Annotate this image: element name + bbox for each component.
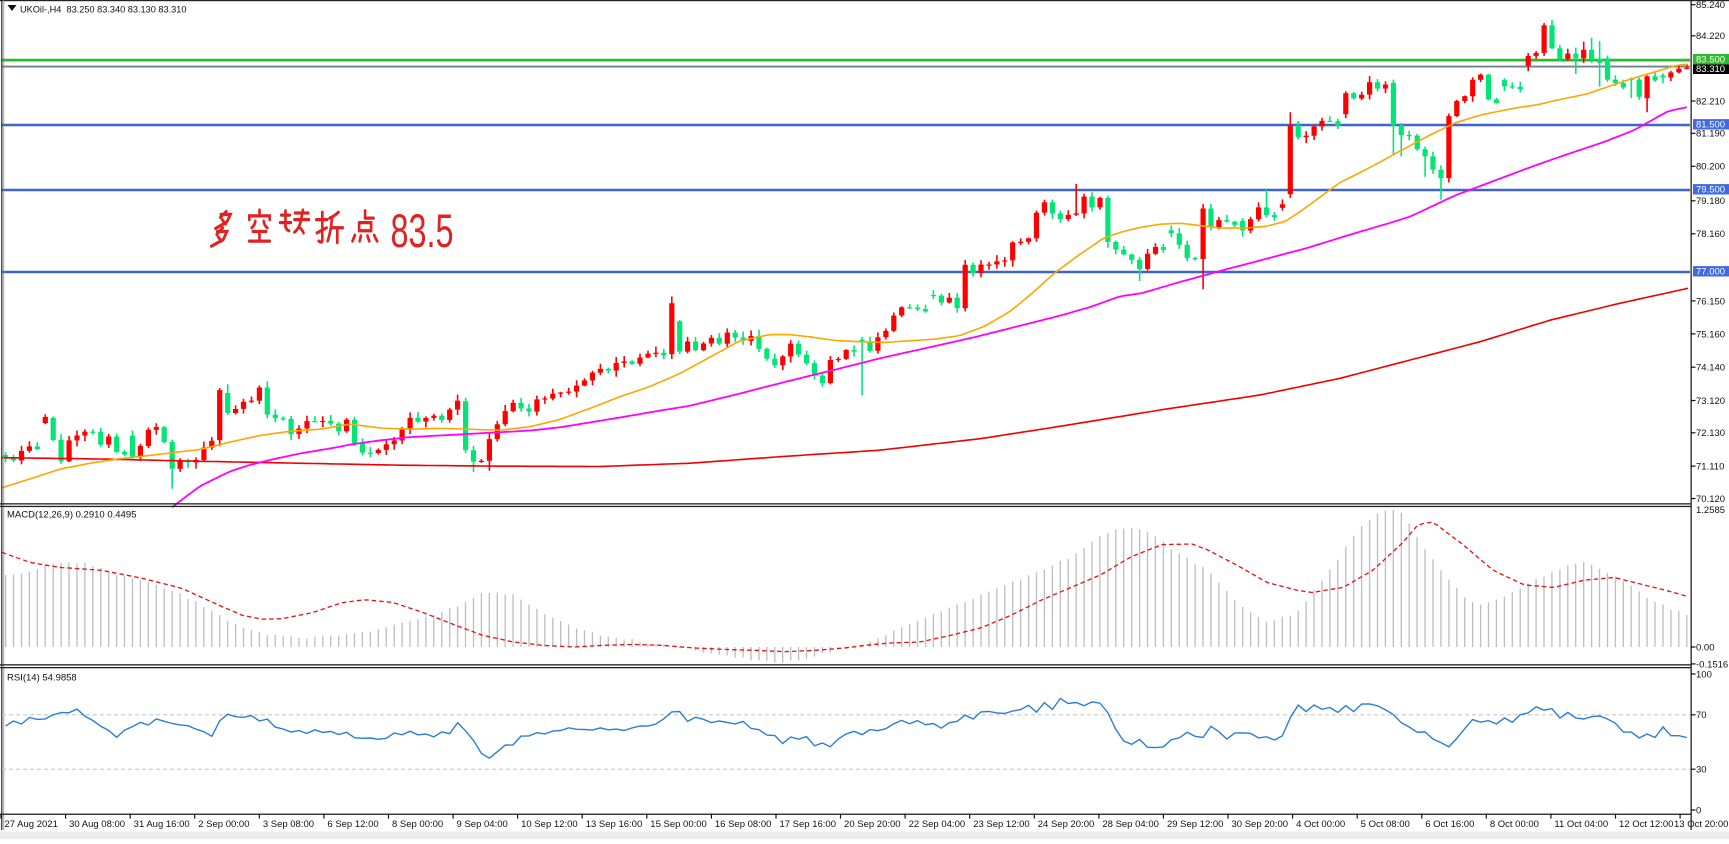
- svg-text:5 Oct 08:00: 5 Oct 08:00: [1361, 819, 1410, 830]
- svg-text:22 Sep 04:00: 22 Sep 04:00: [909, 819, 966, 830]
- svg-text:6 Sep 12:00: 6 Sep 12:00: [327, 819, 378, 830]
- svg-text:76.150: 76.150: [1696, 296, 1725, 307]
- svg-text:8 Oct 00:00: 8 Oct 00:00: [1490, 819, 1539, 830]
- svg-text:20 Sep 20:00: 20 Sep 20:00: [844, 819, 901, 830]
- svg-text:72.130: 72.130: [1696, 428, 1725, 439]
- svg-text:MACD(12,26,9) 0.2910 0.4495: MACD(12,26,9) 0.2910 0.4495: [7, 510, 136, 521]
- svg-text:4 Oct 00:00: 4 Oct 00:00: [1296, 819, 1345, 830]
- svg-text:0.00: 0.00: [1696, 642, 1715, 653]
- svg-text:84.220: 84.220: [1696, 31, 1725, 42]
- svg-text:0: 0: [1696, 805, 1701, 816]
- svg-text:28 Sep 04:00: 28 Sep 04:00: [1102, 819, 1159, 830]
- svg-text:-0.1516: -0.1516: [1696, 659, 1728, 670]
- svg-text:77.000: 77.000: [1696, 267, 1725, 278]
- svg-text:30 Sep 20:00: 30 Sep 20:00: [1232, 819, 1289, 830]
- svg-text:3 Sep 08:00: 3 Sep 08:00: [263, 819, 314, 830]
- svg-text:75.160: 75.160: [1696, 329, 1725, 340]
- svg-text:24 Sep 20:00: 24 Sep 20:00: [1038, 819, 1095, 830]
- svg-text:31 Aug 16:00: 31 Aug 16:00: [134, 819, 190, 830]
- svg-text:2 Sep 00:00: 2 Sep 00:00: [198, 819, 249, 830]
- svg-text:12 Oct 12:00: 12 Oct 12:00: [1619, 819, 1673, 830]
- svg-text:82.210: 82.210: [1696, 96, 1725, 107]
- svg-text:23 Sep 12:00: 23 Sep 12:00: [973, 819, 1030, 830]
- svg-text:79.180: 79.180: [1696, 196, 1725, 207]
- svg-text:9 Sep 04:00: 9 Sep 04:00: [457, 819, 508, 830]
- svg-text:81.190: 81.190: [1696, 129, 1725, 140]
- svg-text:16 Sep 08:00: 16 Sep 08:00: [715, 819, 772, 830]
- svg-text:30 Aug 08:00: 30 Aug 08:00: [69, 819, 125, 830]
- svg-text:15 Sep 00:00: 15 Sep 00:00: [650, 819, 707, 830]
- svg-text:13 Sep 16:00: 13 Sep 16:00: [586, 819, 643, 830]
- svg-text:81.500: 81.500: [1696, 120, 1725, 131]
- svg-text:79.500: 79.500: [1696, 185, 1725, 196]
- svg-text:29 Sep 12:00: 29 Sep 12:00: [1167, 819, 1224, 830]
- svg-text:6 Oct 16:00: 6 Oct 16:00: [1425, 819, 1474, 830]
- svg-text:74.140: 74.140: [1696, 363, 1725, 374]
- svg-text:30: 30: [1696, 765, 1707, 776]
- svg-text:RSI(14) 54.9858: RSI(14) 54.9858: [7, 673, 77, 684]
- svg-text:70: 70: [1696, 710, 1707, 721]
- svg-text:1.2585: 1.2585: [1696, 505, 1725, 516]
- svg-text:8 Sep 00:00: 8 Sep 00:00: [392, 819, 443, 830]
- svg-text:70.120: 70.120: [1696, 494, 1725, 505]
- svg-text:100: 100: [1696, 669, 1712, 680]
- svg-text:78.160: 78.160: [1696, 229, 1725, 240]
- svg-text:83.500: 83.500: [1696, 55, 1725, 66]
- svg-text:83.310: 83.310: [1696, 64, 1725, 75]
- svg-text:17 Sep 16:00: 17 Sep 16:00: [779, 819, 836, 830]
- svg-text:13 Oct 20:00: 13 Oct 20:00: [1674, 819, 1728, 830]
- svg-text:73.120: 73.120: [1696, 396, 1725, 407]
- svg-text:80.200: 80.200: [1696, 162, 1725, 173]
- svg-text:83.5: 83.5: [391, 205, 454, 258]
- svg-text:10 Sep 12:00: 10 Sep 12:00: [521, 819, 578, 830]
- svg-text:71.110: 71.110: [1696, 462, 1724, 473]
- svg-text:27 Aug 2021: 27 Aug 2021: [5, 819, 58, 830]
- svg-text:11 Oct 04:00: 11 Oct 04:00: [1554, 819, 1608, 830]
- svg-text:85.240: 85.240: [1696, 0, 1725, 11]
- svg-text:UKOil-,H4 83.250 83.340 83.13: UKOil-,H4 83.250 83.340 83.130 83.310: [20, 4, 187, 14]
